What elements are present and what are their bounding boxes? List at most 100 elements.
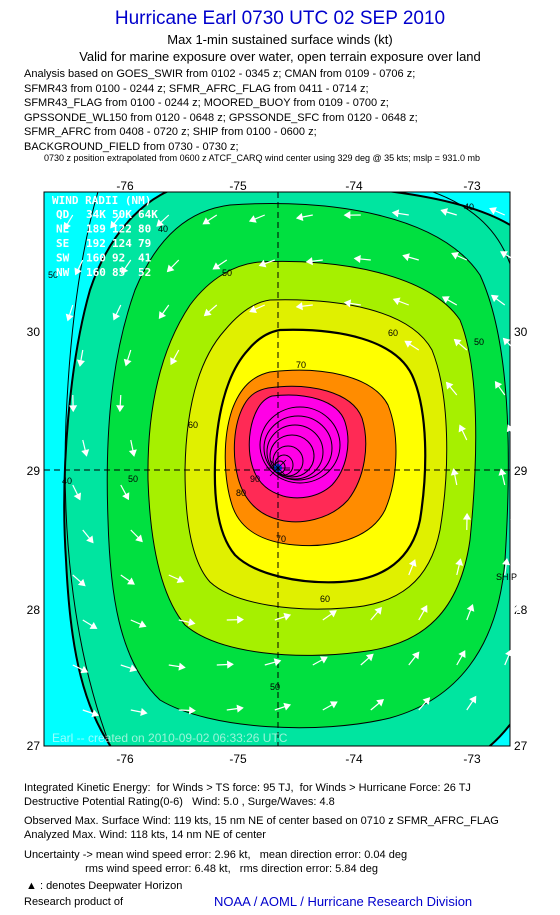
contour-80 (233, 385, 367, 523)
contour-label: 50 (222, 268, 232, 278)
wind-arrow-head (237, 615, 244, 624)
wind-arrow-head (76, 359, 85, 367)
wind-radii-cell: NE (56, 223, 69, 236)
wind-arrow-head (170, 357, 178, 366)
y-tick-label-right: 29 (514, 464, 528, 478)
wind-arrow-head (74, 267, 82, 276)
contour-label: 80 (236, 488, 246, 498)
deepwater-legend: ▲ : denotes Deepwater Horizon (26, 880, 182, 892)
x-tick-label: -75 (229, 179, 247, 193)
wind-arrow-head (236, 704, 244, 713)
wind-arrow-head (166, 264, 175, 273)
wind-arrow-head (91, 709, 100, 718)
wind-arrow-head (343, 211, 351, 220)
deepwater-icon: ▲ (26, 880, 37, 892)
analysis-line: GPSSONDE_WL150 from 0120 - 0648 z; GPSSO… (24, 111, 418, 124)
y-tick-label-right: 30 (514, 325, 528, 339)
wind-radii-cell: 85 (112, 266, 125, 279)
wind-arrow-head (156, 219, 164, 227)
contour-label: 50 (474, 337, 484, 347)
wind-radii-cell: 124 (112, 237, 132, 250)
wind-arrow-head (273, 658, 282, 667)
wind-radii-cell: 79 (138, 237, 151, 250)
wind-arrow-head (123, 358, 132, 367)
observed-max-text: Observed Max. Surface Wind: 119 kts, 15 … (24, 815, 499, 827)
wind-arrow-head (80, 665, 89, 674)
wind-radii-cell: 41 (138, 252, 152, 265)
wind-arrow-head (445, 381, 454, 390)
y-tick-label-right: 27 (514, 739, 528, 753)
contour-label: 60 (388, 328, 398, 338)
ike-text: Integrated Kinetic Energy: for Winds > T… (24, 782, 471, 794)
wind-radii-cell: 160 (86, 266, 106, 279)
contour-40-east (431, 192, 510, 266)
contour-label-west: 40 (62, 476, 72, 486)
wind-arrow-head (422, 697, 431, 705)
wind-arrow-head (158, 311, 167, 319)
contour-label: SHIP (496, 572, 517, 582)
page-title: Hurricane Earl 0730 UTC 02 SEP 2010 (114, 8, 446, 29)
wind-arrow-head (365, 653, 374, 662)
subtitle-max-winds: Max 1-min sustained surface winds (kt) (167, 32, 393, 47)
x-tick-label-bottom: -76 (116, 752, 134, 766)
analysis-line: SFMR_AFRC from 0408 - 0720 z; SHIP from … (24, 126, 317, 139)
wind-radii-table: WIND RADII (NM) QD 34K 50K 64K NE 189 122 80 SE 1… (52, 194, 158, 279)
contour-label: 60 (320, 594, 330, 604)
extrapolation-note: 0730 z position extrapolated from 0600 z… (44, 153, 480, 163)
wind-arrow-head (110, 220, 118, 229)
analysis-sources: Analysis based on GOES_SWIR from 0102 - … (24, 67, 418, 155)
wind-radii-cell: 52 (138, 266, 151, 279)
contour-label: 50 (128, 474, 138, 484)
wind-arrow-head (420, 605, 428, 613)
wind-radii-header-cell: 64K (138, 208, 158, 221)
wind-arrow-head (202, 217, 211, 225)
x-tick-label-bottom: -75 (229, 752, 247, 766)
analysis-line: SFMR43_FLAG from 0100 - 0244 z; MOORED_B… (24, 97, 389, 110)
wind-arrow-head (176, 575, 185, 583)
uncertainty-line-1: Uncertainty -> mean wind speed error: 2.… (24, 849, 408, 861)
contour-label: 90 (250, 474, 260, 484)
wind-arrow-head (376, 699, 384, 707)
wind-arrow-head (343, 299, 352, 308)
wind-arrow-head (188, 618, 196, 627)
wind-arrow-head (412, 651, 420, 660)
wind-arrow-head (455, 558, 464, 566)
wind-arrow-head (122, 492, 130, 501)
wind-arrow-head (116, 405, 125, 413)
wind-radii-cell: 122 (112, 223, 132, 236)
contour-label: 50 (270, 682, 280, 692)
contour-45 (63, 192, 510, 746)
contour-label: 40 (464, 202, 474, 212)
wind-arrow-head (63, 221, 71, 230)
wind-map: -76 -75 -74 -73 -76 -75 -74 -73 30 29 28… (27, 179, 528, 766)
x-axis-ticks: -76 -75 -74 -73 -76 -75 -74 -73 (116, 179, 481, 766)
wind-arrow-head (408, 559, 417, 567)
wind-radii-header-cell: 34K (86, 208, 106, 221)
contour-label: 50 (48, 270, 58, 280)
x-tick-label: -74 (345, 179, 363, 193)
wind-radii-cell: 189 (86, 223, 106, 236)
uncertainty-line-2: rms wind speed error: 6.48 kt, rms direc… (24, 863, 378, 875)
wind-arrow-head (402, 253, 410, 262)
wind-arrow-head (391, 209, 400, 218)
wind-arrow-head (441, 296, 450, 304)
analysis-line: BACKGROUND_FIELD from 0730 - 0730 z; (24, 140, 239, 153)
wind-arrow-head (328, 610, 337, 618)
wind-arrow-head (505, 649, 513, 657)
wind-arrow-head (440, 208, 448, 216)
wind-arrow-head (499, 251, 508, 259)
analysis-line: SFMR43 from 0100 - 0244 z; SFMR_AFRC_FLA… (24, 82, 369, 95)
x-tick-label-bottom: -74 (345, 752, 363, 766)
contour-64 (213, 328, 427, 584)
contour-90 (248, 394, 349, 499)
wind-radii-header-cell: 50K (112, 208, 132, 221)
wind-arrow-head (513, 603, 522, 611)
wind-arrow-head (77, 578, 86, 587)
wind-radii-cell: SE (56, 237, 69, 250)
wind-arrow-head (353, 254, 361, 264)
wind-arrow-head (506, 424, 515, 433)
y-tick-label: 29 (27, 464, 41, 478)
wind-arrow-head (469, 695, 477, 704)
x-tick-label: -76 (116, 179, 134, 193)
wind-arrow-head (458, 650, 466, 658)
